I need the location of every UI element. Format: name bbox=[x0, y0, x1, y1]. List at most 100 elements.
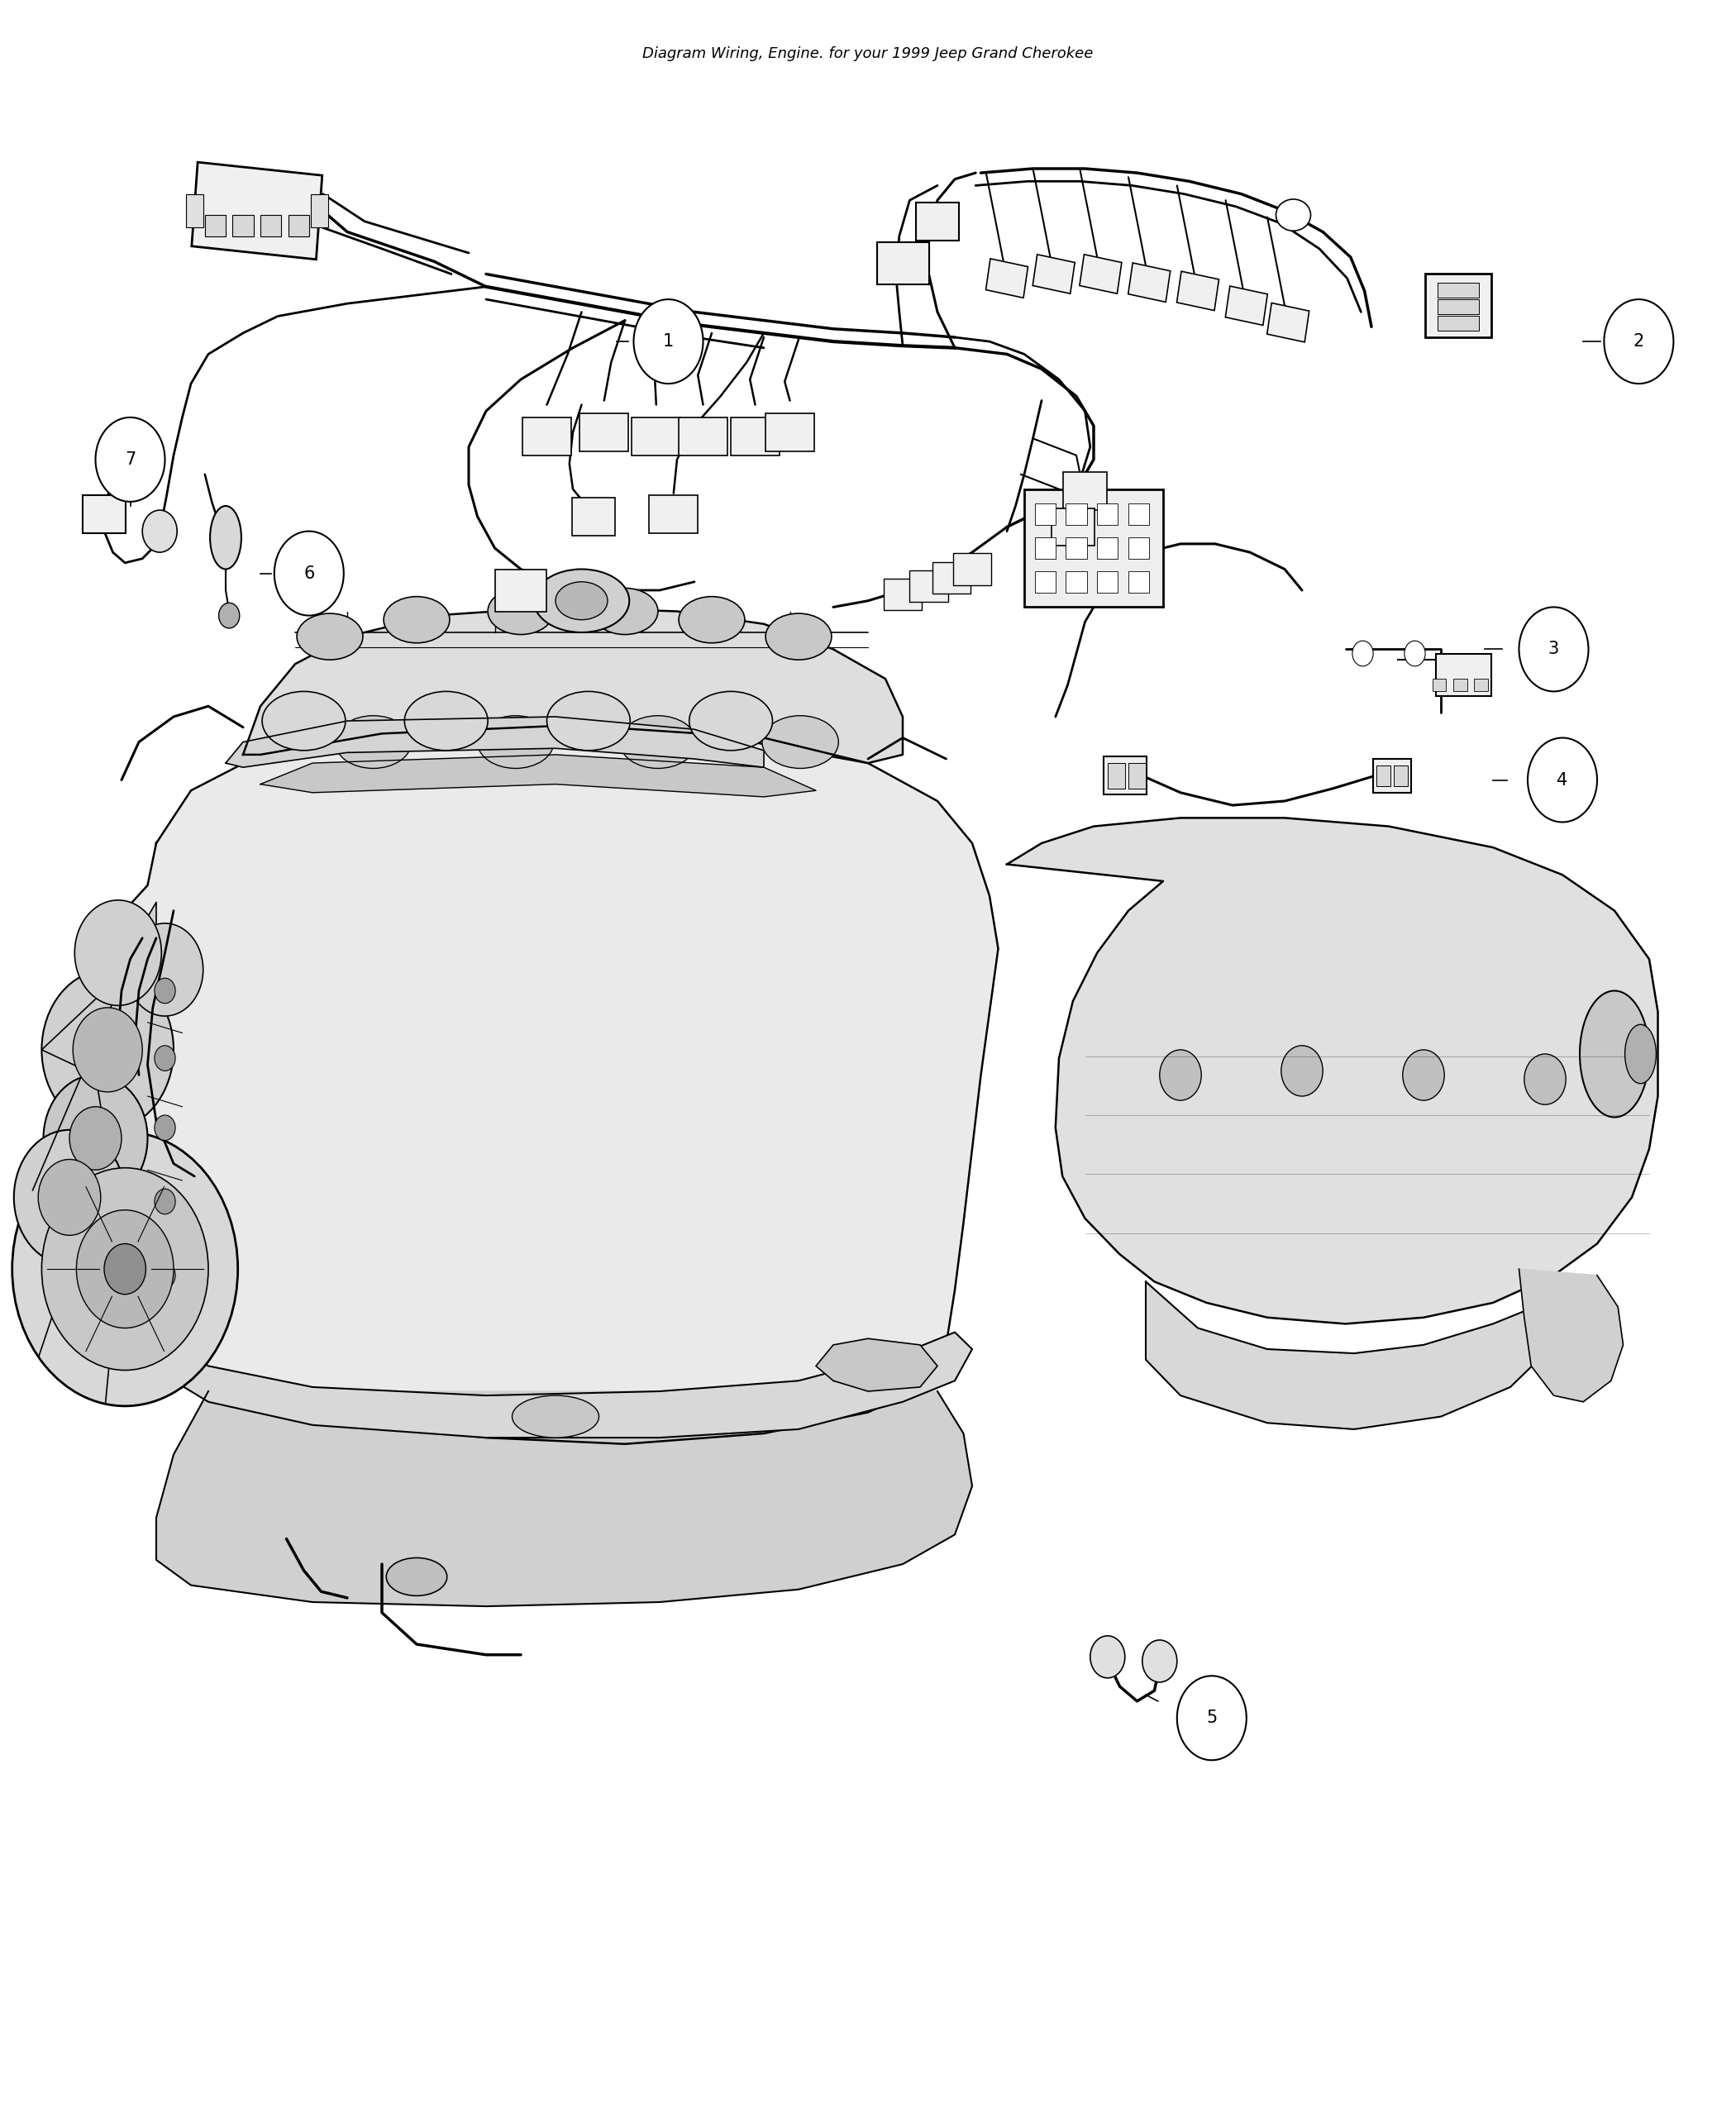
Circle shape bbox=[42, 970, 174, 1130]
Ellipse shape bbox=[547, 691, 630, 750]
Text: 1: 1 bbox=[663, 333, 674, 350]
Ellipse shape bbox=[335, 717, 411, 769]
Circle shape bbox=[155, 1263, 175, 1288]
Bar bbox=[495, 569, 547, 611]
Bar bbox=[649, 495, 698, 533]
Bar bbox=[1108, 763, 1125, 788]
Polygon shape bbox=[260, 755, 816, 797]
Text: Diagram Wiring, Engine. for your 1999 Jeep Grand Cherokee: Diagram Wiring, Engine. for your 1999 Je… bbox=[642, 46, 1094, 61]
Bar bbox=[1052, 508, 1095, 546]
Bar bbox=[877, 242, 929, 285]
Circle shape bbox=[1160, 1050, 1201, 1100]
Circle shape bbox=[1404, 641, 1425, 666]
Bar bbox=[1436, 653, 1491, 696]
Polygon shape bbox=[226, 717, 764, 767]
Bar bbox=[186, 194, 203, 228]
Polygon shape bbox=[1007, 818, 1658, 1324]
Circle shape bbox=[14, 1130, 125, 1265]
Bar bbox=[311, 194, 328, 228]
Ellipse shape bbox=[404, 691, 488, 750]
Ellipse shape bbox=[620, 717, 696, 769]
Bar bbox=[1104, 757, 1147, 795]
Bar bbox=[1097, 571, 1118, 592]
Bar bbox=[1437, 282, 1479, 297]
Polygon shape bbox=[1519, 1269, 1623, 1402]
Bar bbox=[1033, 255, 1075, 293]
Text: 6: 6 bbox=[304, 565, 314, 582]
Circle shape bbox=[1524, 1054, 1566, 1105]
Bar bbox=[1474, 679, 1488, 691]
Circle shape bbox=[75, 900, 161, 1006]
Circle shape bbox=[1177, 1676, 1246, 1760]
Circle shape bbox=[43, 1075, 148, 1202]
Bar bbox=[917, 202, 960, 240]
Bar bbox=[1226, 287, 1267, 325]
Circle shape bbox=[1352, 641, 1373, 666]
Bar bbox=[1128, 538, 1149, 559]
Ellipse shape bbox=[679, 597, 745, 643]
Ellipse shape bbox=[210, 506, 241, 569]
Ellipse shape bbox=[262, 691, 345, 750]
Bar bbox=[1377, 765, 1391, 786]
Bar bbox=[1066, 571, 1087, 592]
Polygon shape bbox=[156, 1391, 972, 1606]
Bar bbox=[679, 417, 727, 455]
Bar bbox=[1024, 489, 1163, 607]
Polygon shape bbox=[61, 725, 998, 1444]
Bar bbox=[1177, 272, 1219, 310]
Bar bbox=[986, 259, 1028, 297]
Circle shape bbox=[1528, 738, 1597, 822]
Bar bbox=[523, 417, 571, 455]
Bar bbox=[731, 417, 779, 455]
Ellipse shape bbox=[385, 1558, 448, 1596]
Circle shape bbox=[69, 1107, 122, 1170]
Polygon shape bbox=[156, 1332, 972, 1438]
Circle shape bbox=[1281, 1046, 1323, 1096]
Bar bbox=[1128, 571, 1149, 592]
Text: 7: 7 bbox=[125, 451, 135, 468]
Bar bbox=[191, 162, 323, 259]
Circle shape bbox=[127, 923, 203, 1016]
Bar bbox=[1097, 504, 1118, 525]
Ellipse shape bbox=[512, 1395, 599, 1438]
Bar bbox=[1373, 759, 1411, 793]
Bar bbox=[1437, 316, 1479, 331]
Ellipse shape bbox=[535, 569, 628, 632]
Polygon shape bbox=[95, 902, 156, 1349]
Bar bbox=[1066, 504, 1087, 525]
Text: 4: 4 bbox=[1557, 772, 1568, 788]
Bar bbox=[1097, 538, 1118, 559]
Ellipse shape bbox=[297, 613, 363, 660]
Circle shape bbox=[12, 1132, 238, 1406]
Ellipse shape bbox=[477, 717, 554, 769]
Circle shape bbox=[219, 603, 240, 628]
Circle shape bbox=[155, 1046, 175, 1071]
Bar bbox=[1080, 255, 1121, 293]
Ellipse shape bbox=[592, 588, 658, 635]
Ellipse shape bbox=[1276, 200, 1311, 232]
Bar bbox=[1062, 472, 1108, 510]
Circle shape bbox=[42, 1168, 208, 1370]
Bar bbox=[632, 417, 681, 455]
Circle shape bbox=[1519, 607, 1588, 691]
Circle shape bbox=[1403, 1050, 1444, 1100]
Polygon shape bbox=[1146, 1282, 1545, 1429]
Ellipse shape bbox=[1580, 991, 1649, 1117]
Bar bbox=[884, 578, 922, 611]
Circle shape bbox=[142, 510, 177, 552]
Bar bbox=[205, 215, 226, 236]
Bar bbox=[766, 413, 814, 451]
Ellipse shape bbox=[689, 691, 773, 750]
Ellipse shape bbox=[1625, 1024, 1656, 1084]
Circle shape bbox=[104, 1244, 146, 1294]
Ellipse shape bbox=[766, 613, 832, 660]
Bar bbox=[953, 554, 991, 586]
Text: 2: 2 bbox=[1634, 333, 1644, 350]
Bar bbox=[1394, 765, 1408, 786]
Bar bbox=[1437, 299, 1479, 314]
Circle shape bbox=[155, 978, 175, 1003]
Bar bbox=[932, 561, 970, 594]
Bar bbox=[1128, 763, 1146, 788]
Circle shape bbox=[95, 417, 165, 502]
Text: 5: 5 bbox=[1207, 1710, 1217, 1726]
